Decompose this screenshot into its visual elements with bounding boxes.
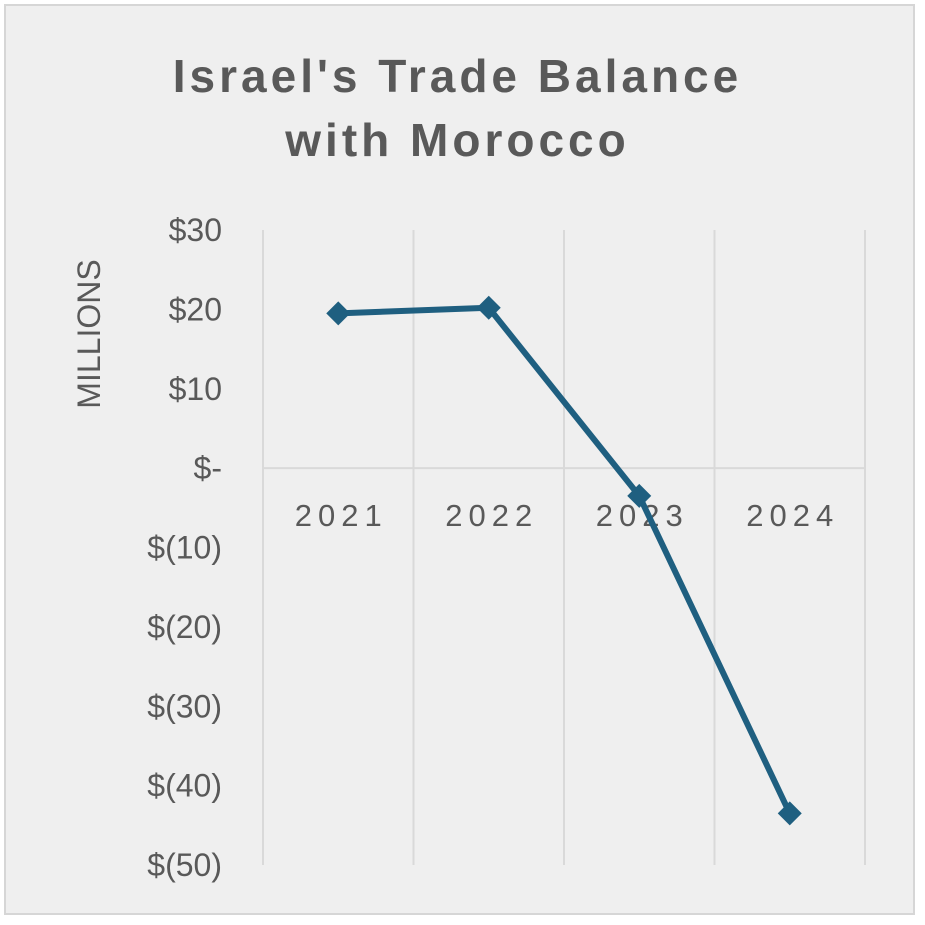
- y-tick-label: $10: [169, 371, 222, 407]
- y-tick-label: $20: [169, 291, 222, 327]
- y-tick-label: $-: [194, 450, 222, 486]
- chart-title-line-1: Israel's Trade Balance: [172, 50, 743, 102]
- x-axis-ticks: 2021 2022 2023 2024: [295, 498, 839, 533]
- gridlines: [262, 230, 866, 865]
- y-axis-ticks: $30 $20 $10 $- $(10) $(20) $(30) $(40) $(50): [147, 212, 222, 883]
- chart-title: Israel's Trade Balance with Morocco: [0, 44, 915, 172]
- data-point-marker: [777, 801, 802, 826]
- y-tick-label: $(30): [147, 688, 222, 724]
- data-point-marker: [476, 295, 501, 320]
- y-tick-label: $(20): [147, 609, 222, 645]
- data-point-marker: [627, 483, 652, 508]
- series-line: [338, 304, 793, 815]
- y-tick-label: $(40): [147, 768, 222, 804]
- y-axis-label: MILLIONS: [71, 259, 107, 408]
- y-tick-label: $(50): [147, 847, 222, 883]
- x-tick-label: 2022: [445, 498, 538, 533]
- x-tick-label: 2024: [746, 498, 839, 533]
- y-tick-label: $30: [169, 212, 222, 248]
- x-tick-label: 2021: [295, 498, 388, 533]
- data-point-marker: [326, 301, 351, 326]
- y-tick-label: $(10): [147, 530, 222, 566]
- series-group: [326, 295, 802, 826]
- chart-title-line-2: with Morocco: [285, 114, 630, 166]
